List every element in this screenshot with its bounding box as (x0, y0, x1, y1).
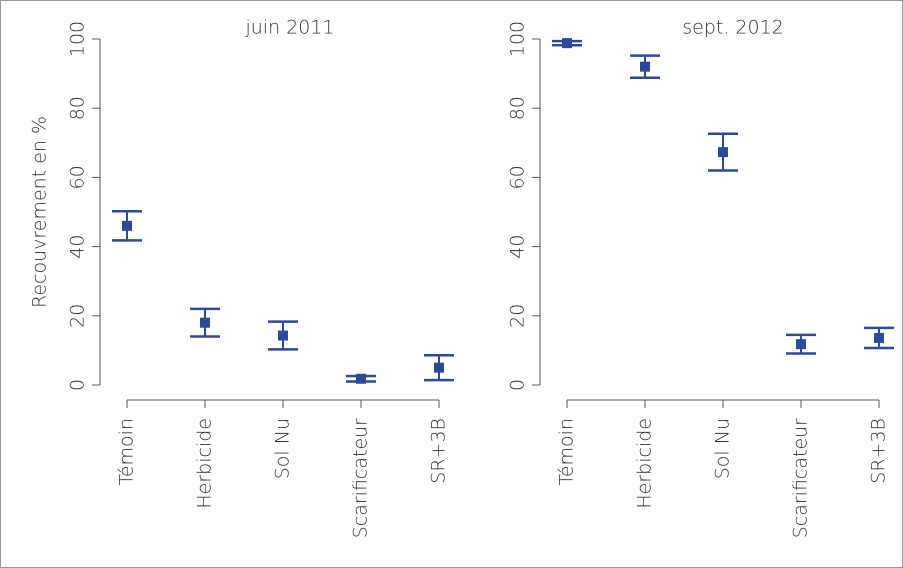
x-tick-label: Témoin (116, 418, 138, 486)
y-tick-label: 100 (507, 21, 529, 57)
y-tick-label: 0 (507, 379, 529, 391)
point (562, 38, 572, 49)
y-tick-label: 40 (67, 235, 89, 259)
point (796, 339, 806, 350)
point (200, 317, 210, 328)
x-tick-label: Sol Nu (712, 418, 734, 479)
y-tick-label: 60 (507, 165, 529, 189)
point (356, 373, 366, 384)
panel-title: sept. 2012 (682, 17, 784, 39)
x-tick-label: SR+3B (428, 418, 450, 484)
point (278, 330, 288, 341)
x-tick-label: Herbicide (194, 418, 216, 509)
point (640, 61, 650, 72)
point (434, 362, 444, 373)
point (718, 147, 728, 158)
y-tick-label: 100 (67, 21, 89, 57)
y-axis-label: Recouvrement en % (29, 116, 51, 308)
x-tick-label: Témoin (556, 418, 578, 486)
point (874, 332, 884, 343)
y-tick-label: 0 (67, 379, 89, 391)
y-tick-label: 60 (67, 165, 89, 189)
x-tick-label: Scarificateur (790, 418, 812, 538)
y-tick-label: 20 (67, 304, 89, 328)
x-tick-label: Herbicide (634, 418, 656, 509)
y-tick-label: 80 (507, 96, 529, 120)
y-tick-label: 40 (507, 235, 529, 259)
x-tick-label: Sol Nu (272, 418, 294, 479)
x-tick-label: SR+3B (868, 418, 890, 484)
panel-title: juin 2011 (244, 17, 334, 39)
point (122, 220, 132, 231)
x-tick-label: Scarificateur (350, 418, 372, 538)
y-tick-label: 20 (507, 304, 529, 328)
y-tick-label: 80 (67, 96, 89, 120)
